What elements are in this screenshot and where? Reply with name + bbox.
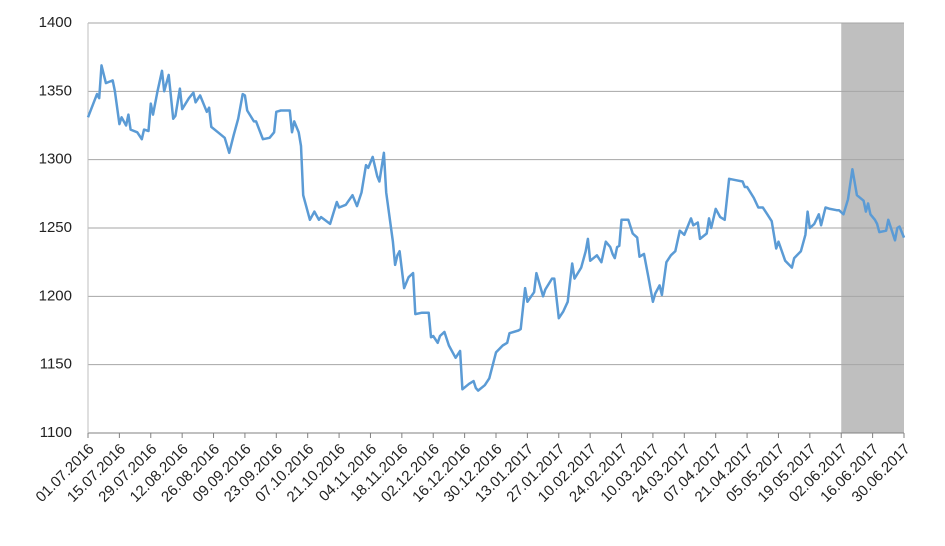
- y-tick-label: 1400: [39, 14, 72, 31]
- y-tick-label: 1150: [40, 356, 72, 373]
- data-line: [86, 64, 906, 392]
- y-tick-label: 1300: [39, 151, 72, 168]
- y-tick-label: 1100: [40, 424, 72, 441]
- y-tick-label: 1200: [39, 287, 72, 304]
- y-tick-label: 1250: [39, 219, 72, 236]
- y-tick-label: 1350: [39, 82, 72, 99]
